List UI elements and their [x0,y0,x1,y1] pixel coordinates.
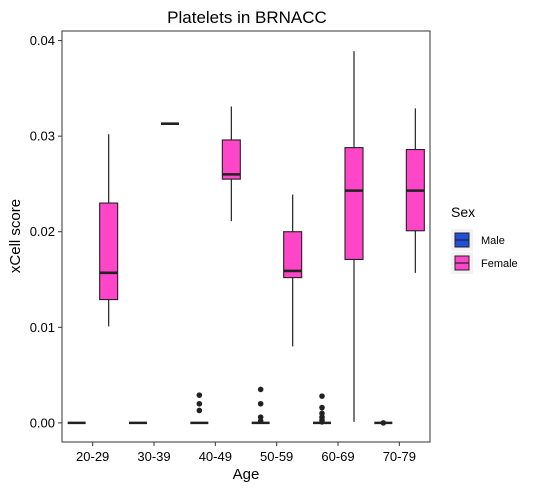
y-axis-label: xCell score [7,199,24,273]
box-iqr [283,231,303,279]
box-iqr [344,147,364,260]
y-tick-label: 0.01 [30,320,55,335]
legend: Sex Male Female [451,204,518,274]
outlier-point [196,407,203,414]
x-tick-label: 70-79 [383,449,416,464]
outlier-point [257,414,264,420]
female-box-40-49 [221,106,241,222]
x-tick-label: 20-29 [76,449,109,464]
plot-panel [61,30,431,443]
x-tick-label: 40-49 [199,449,232,464]
x-tick-label: 50-59 [260,449,293,464]
legend-item-female: Female [451,252,518,274]
outlier-point [196,392,203,398]
box-iqr [99,202,119,301]
female-box-70-79 [405,108,425,273]
x-tick-label: 60-69 [321,449,354,464]
male-box-50-59 [251,386,270,425]
outlier-point [257,386,264,393]
female-box-50-59 [283,194,303,347]
female-box-60-69 [344,51,364,422]
male-box-60-69 [313,393,331,425]
male-box-70-79 [374,420,393,426]
outlier-point [196,400,203,407]
outlier-point [319,404,325,411]
y-tick-label: 0.03 [30,129,55,144]
chart-marks [67,51,425,426]
legend-title: Sex [451,204,475,220]
female-box-20-29 [99,134,119,327]
box-iqr [221,139,241,180]
y-tick-label: 0.00 [30,415,55,430]
outlier-point [380,420,387,426]
legend-label: Male [481,235,505,247]
x-axis-label: Age [233,466,260,483]
y-tick-label: 0.04 [30,33,55,48]
y-tick-label: 0.02 [30,224,55,239]
outlier-point [319,410,325,417]
legend-item-male: Male [451,229,505,251]
x-tick-label: 30-39 [137,449,170,464]
male-box-40-49 [190,392,209,425]
legend-label: Female [481,258,518,270]
y-axis: 0.00 0.01 0.02 0.03 0.04 [30,33,62,430]
chart-title: Platelets in BRNACC [167,8,327,27]
x-axis: 20-29 30-39 40-49 50-59 60-69 70-79 [76,442,416,464]
outlier-point [319,393,325,399]
outlier-point [257,400,264,407]
